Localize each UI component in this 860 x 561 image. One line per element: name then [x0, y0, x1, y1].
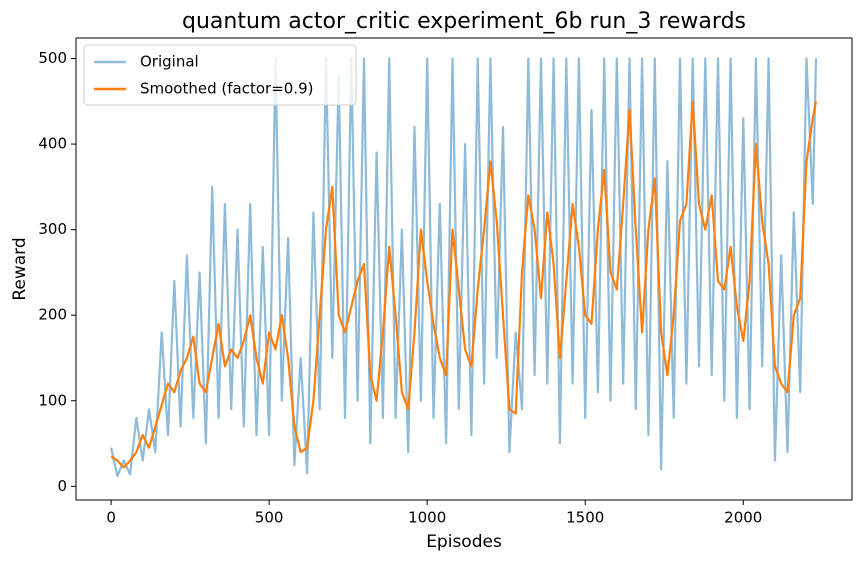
y-tick-label: 100: [38, 391, 67, 409]
series-line: [110, 100, 818, 469]
y-tick-label: 500: [38, 49, 67, 67]
legend-box: [83, 44, 357, 106]
x-tick-label: 500: [255, 509, 284, 527]
x-tick-label: 1000: [408, 509, 446, 527]
legend-label: Smoothed (factor=0.9): [140, 80, 313, 98]
x-tick-label: 2000: [724, 509, 762, 527]
y-tick-label: 400: [38, 135, 67, 153]
y-tick-label: 200: [38, 306, 67, 324]
x-tick-label: 0: [106, 509, 116, 527]
y-axis-label: Reward: [10, 237, 30, 300]
plot-frame: [75, 37, 853, 501]
y-tick-label: 300: [38, 220, 67, 238]
x-tick-label: 1500: [566, 509, 604, 527]
chart-title: quantum actor_critic experiment_6b run_3…: [182, 9, 746, 34]
legend-label: Original: [140, 53, 199, 71]
series-line: [110, 57, 818, 478]
x-axis-label: Episodes: [426, 532, 502, 552]
y-tick-label: 0: [57, 477, 67, 495]
